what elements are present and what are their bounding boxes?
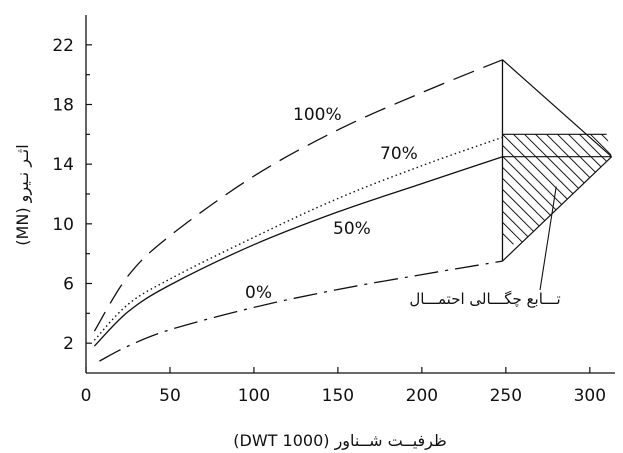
annotation-pointer-line bbox=[539, 186, 557, 291]
series-line-100pct bbox=[93, 59, 503, 332]
x-tick-label: 200 bbox=[406, 386, 438, 406]
probability-density-shape bbox=[501, 59, 623, 291]
ticks: 0 50 100 150 200 250 300 2 6 10 14 18 22 bbox=[52, 36, 606, 406]
hatch-line bbox=[568, 134, 612, 245]
x-tick-label: 0 bbox=[81, 386, 92, 406]
hatch-line bbox=[502, 134, 547, 245]
hatch-line bbox=[502, 134, 536, 245]
series-line-70pct bbox=[93, 136, 503, 341]
y-axis-title: اثـر نـیرو (MN) bbox=[13, 144, 33, 245]
series-label-0: 0% bbox=[245, 283, 272, 303]
hatch-line bbox=[579, 134, 612, 245]
x-tick-label: 150 bbox=[322, 386, 354, 406]
density-annotation-label: تـــابع چگـــالی احتمـــال bbox=[409, 290, 560, 308]
y-tick-label: 2 bbox=[63, 334, 74, 354]
x-tick-label: 50 bbox=[159, 386, 181, 406]
hatch-line bbox=[502, 134, 514, 245]
series-line-0pct bbox=[99, 260, 503, 362]
y-tick-label: 18 bbox=[52, 96, 74, 116]
series-label-70: 70% bbox=[380, 144, 418, 164]
series-label-100: 100% bbox=[293, 105, 342, 125]
x-tick-label: 250 bbox=[490, 386, 522, 406]
density-lower-edge bbox=[502, 156, 613, 262]
hatch-line bbox=[502, 134, 558, 245]
series-label-50: 50% bbox=[333, 219, 371, 239]
density-upper-edge bbox=[502, 59, 613, 158]
x-tick-label: 300 bbox=[574, 386, 606, 406]
hatch-line bbox=[612, 134, 623, 244]
hatch-line bbox=[557, 134, 612, 245]
hatch-line bbox=[502, 134, 525, 245]
y-tick-label: 10 bbox=[52, 215, 74, 235]
x-tick-label: 100 bbox=[238, 386, 270, 406]
x-axis-title: ظرفیــت شــناور (1000 DWT) bbox=[233, 431, 446, 451]
axes bbox=[85, 15, 615, 374]
y-tick-label: 6 bbox=[63, 275, 74, 295]
y-tick-label: 14 bbox=[52, 155, 74, 175]
series-lines bbox=[93, 59, 503, 362]
series-line-50pct bbox=[93, 156, 503, 347]
y-tick-label: 22 bbox=[52, 36, 74, 56]
hatch-line bbox=[535, 134, 612, 245]
hatch-line bbox=[590, 134, 612, 245]
